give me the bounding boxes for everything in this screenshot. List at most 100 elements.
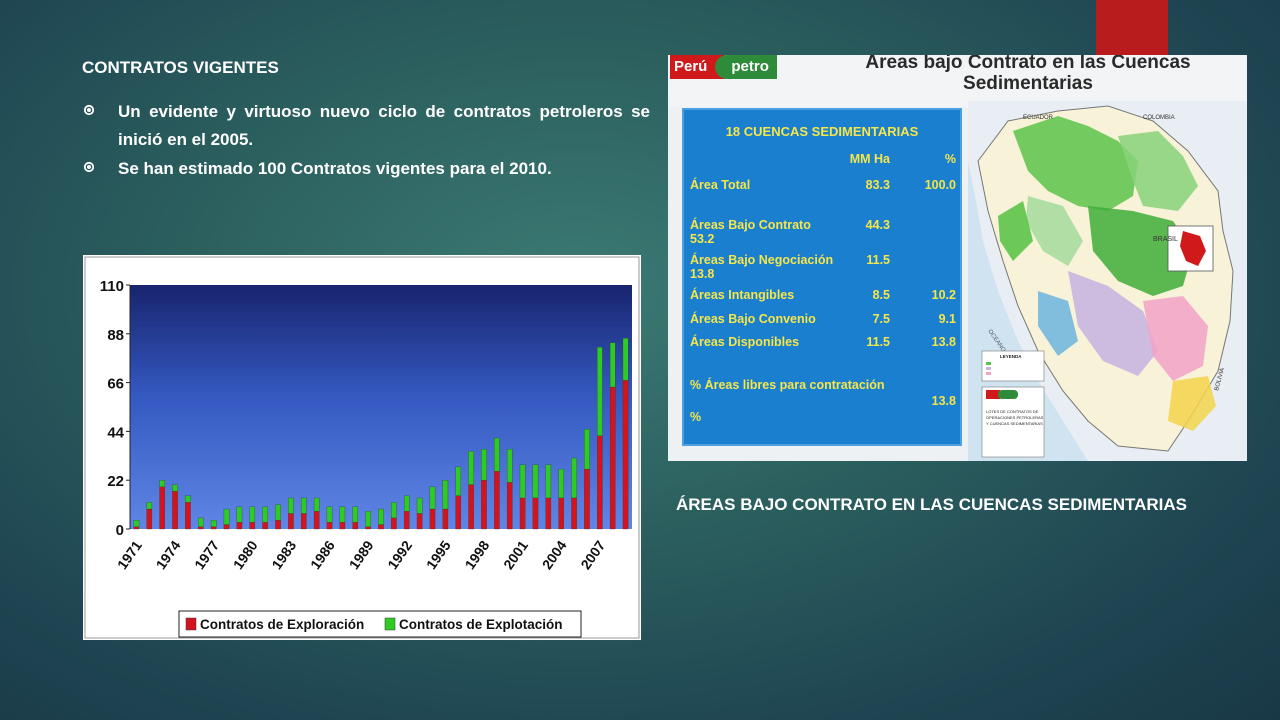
- bar-explotacion: [133, 519, 140, 527]
- bar-explotacion: [545, 464, 552, 499]
- bar-explotacion: [558, 468, 564, 499]
- legend-swatch: [384, 617, 396, 631]
- bar-exploracion: [339, 522, 346, 530]
- bar-explotacion: [481, 448, 487, 481]
- box-caption-3: Y CUENCAS SEDIMENTARIAS: [986, 421, 1043, 426]
- free-label-line1: % Áreas libres para contratación: [690, 378, 885, 392]
- map-title-line1: Áreas bajo Contrato en las Cuencas: [865, 55, 1191, 73]
- legend-title: LEYENDA: [1000, 354, 1022, 359]
- bar-explotacion: [494, 437, 500, 472]
- bar-exploracion: [275, 519, 281, 530]
- row-pct: 13.8: [931, 335, 956, 349]
- bullet-text: Se han estimado 100 Contratos vigentes p…: [118, 159, 552, 178]
- bar-explotacion: [288, 497, 294, 514]
- bar-exploracion: [185, 502, 191, 530]
- bar-explotacion: [352, 506, 359, 523]
- table-title: 18 CUENCAS SEDIMENTARIAS: [725, 124, 919, 139]
- y-tick-label: 22: [107, 473, 124, 490]
- bar-exploracion: [609, 386, 616, 530]
- legend-box: [178, 610, 582, 638]
- bar-explotacion: [622, 338, 629, 381]
- bar-explotacion: [455, 466, 461, 496]
- box-caption-2: OPERACIONES PETROLERAS: [986, 415, 1044, 420]
- peru-map: ECUADOR COLOMBIA BRASIL BOLIVIA OCEANO P…: [968, 101, 1247, 461]
- row-value: 44.3: [865, 218, 890, 232]
- bar-exploracion: [210, 526, 217, 530]
- bar-explotacion: [275, 504, 281, 521]
- free-pct: 13.8: [931, 394, 956, 408]
- bar-explotacion: [597, 346, 603, 436]
- bar-exploracion: [365, 526, 371, 530]
- y-tick-label: 88: [107, 327, 124, 344]
- bar-explotacion: [236, 506, 243, 523]
- bullet-list: Un evidente y virtuoso nuevo ciclo de co…: [82, 98, 650, 184]
- bar-explotacion: [313, 497, 320, 512]
- bar-explotacion: [378, 508, 384, 525]
- legend: Contratos de Exploración Contratos de Exp…: [178, 610, 582, 638]
- bar-explotacion: [571, 457, 577, 499]
- bar-exploracion: [198, 526, 204, 530]
- bar-explotacion: [429, 486, 436, 510]
- y-tick-label: 44: [107, 424, 124, 441]
- free-label-line2: %: [690, 410, 702, 424]
- label-ecuador: ECUADOR: [1023, 115, 1054, 121]
- y-tick-label: 0: [116, 522, 124, 539]
- col-units: MM Ha: [849, 152, 890, 166]
- bar-exploracion: [558, 497, 564, 530]
- row-label: Áreas Intangibles: [690, 288, 795, 302]
- y-tick-label: 110: [100, 278, 124, 295]
- bar-exploracion: [262, 522, 268, 530]
- contracts-chart: 0 22 44 66 88 110 1971 1974 1977 1980 1983 1986 198…: [83, 255, 641, 640]
- row-value: 8.5: [872, 288, 890, 302]
- row-value: 11.5: [866, 253, 890, 267]
- bar-exploracion: [506, 482, 513, 530]
- bar-exploracion: [597, 435, 603, 530]
- bar-exploracion: [146, 508, 153, 530]
- bar-explotacion: [403, 495, 410, 512]
- bar-exploracion: [133, 526, 140, 530]
- bar-explotacion: [532, 464, 539, 499]
- bar-exploracion: [249, 522, 256, 530]
- bar-exploracion: [326, 522, 333, 530]
- bar-explotacion: [146, 502, 153, 510]
- legend-swatch: [185, 617, 197, 631]
- y-tick-label: 66: [107, 376, 124, 393]
- bullet-icon: [83, 104, 95, 116]
- bar-exploracion: [416, 513, 423, 530]
- row-pct: 13.8: [690, 267, 715, 281]
- bar-exploracion: [159, 486, 165, 530]
- row-pct: 10.2: [931, 288, 956, 302]
- bar-explotacion: [326, 506, 333, 523]
- bar-explotacion: [468, 451, 474, 485]
- bar-exploracion: [519, 497, 526, 530]
- label-brasil: BRASIL: [1153, 236, 1178, 243]
- legend-label: Contratos de Explotación: [399, 617, 563, 632]
- bar-group: [133, 338, 629, 530]
- bar-explotacion: [609, 342, 616, 388]
- bar-explotacion: [198, 517, 204, 527]
- bar-exploracion: [481, 480, 487, 530]
- label-bolivia: BOLIVIA: [1214, 367, 1226, 391]
- bar-exploracion: [494, 471, 500, 530]
- bar-explotacion: [301, 497, 307, 514]
- bar-explotacion: [159, 480, 165, 487]
- row-label: Áreas Disponibles: [690, 335, 800, 349]
- map-header: Perú petro Áreas bajo Contrato en las Cu…: [668, 55, 1247, 107]
- plot-area: [130, 285, 632, 529]
- logo-petro: petro: [715, 55, 777, 79]
- bar-exploracion: [223, 524, 230, 530]
- bar-exploracion: [403, 511, 410, 530]
- bar-explotacion: [223, 508, 230, 525]
- row-label: Áreas Bajo Convenio: [690, 312, 816, 326]
- bar-explotacion: [442, 480, 449, 510]
- bar-exploracion: [236, 522, 243, 530]
- bullet-icon: [83, 161, 95, 173]
- row-label: Áreas Bajo Contrato: [690, 218, 811, 232]
- row-value: 11.5: [866, 335, 890, 349]
- bullet-item: Un evidente y virtuoso nuevo ciclo de co…: [82, 98, 650, 154]
- legend-label: Contratos de Exploración: [200, 617, 364, 632]
- bar-exploracion: [571, 497, 577, 530]
- row-label: Áreas Bajo Negociación: [690, 253, 834, 267]
- accent-tab: [1096, 0, 1168, 56]
